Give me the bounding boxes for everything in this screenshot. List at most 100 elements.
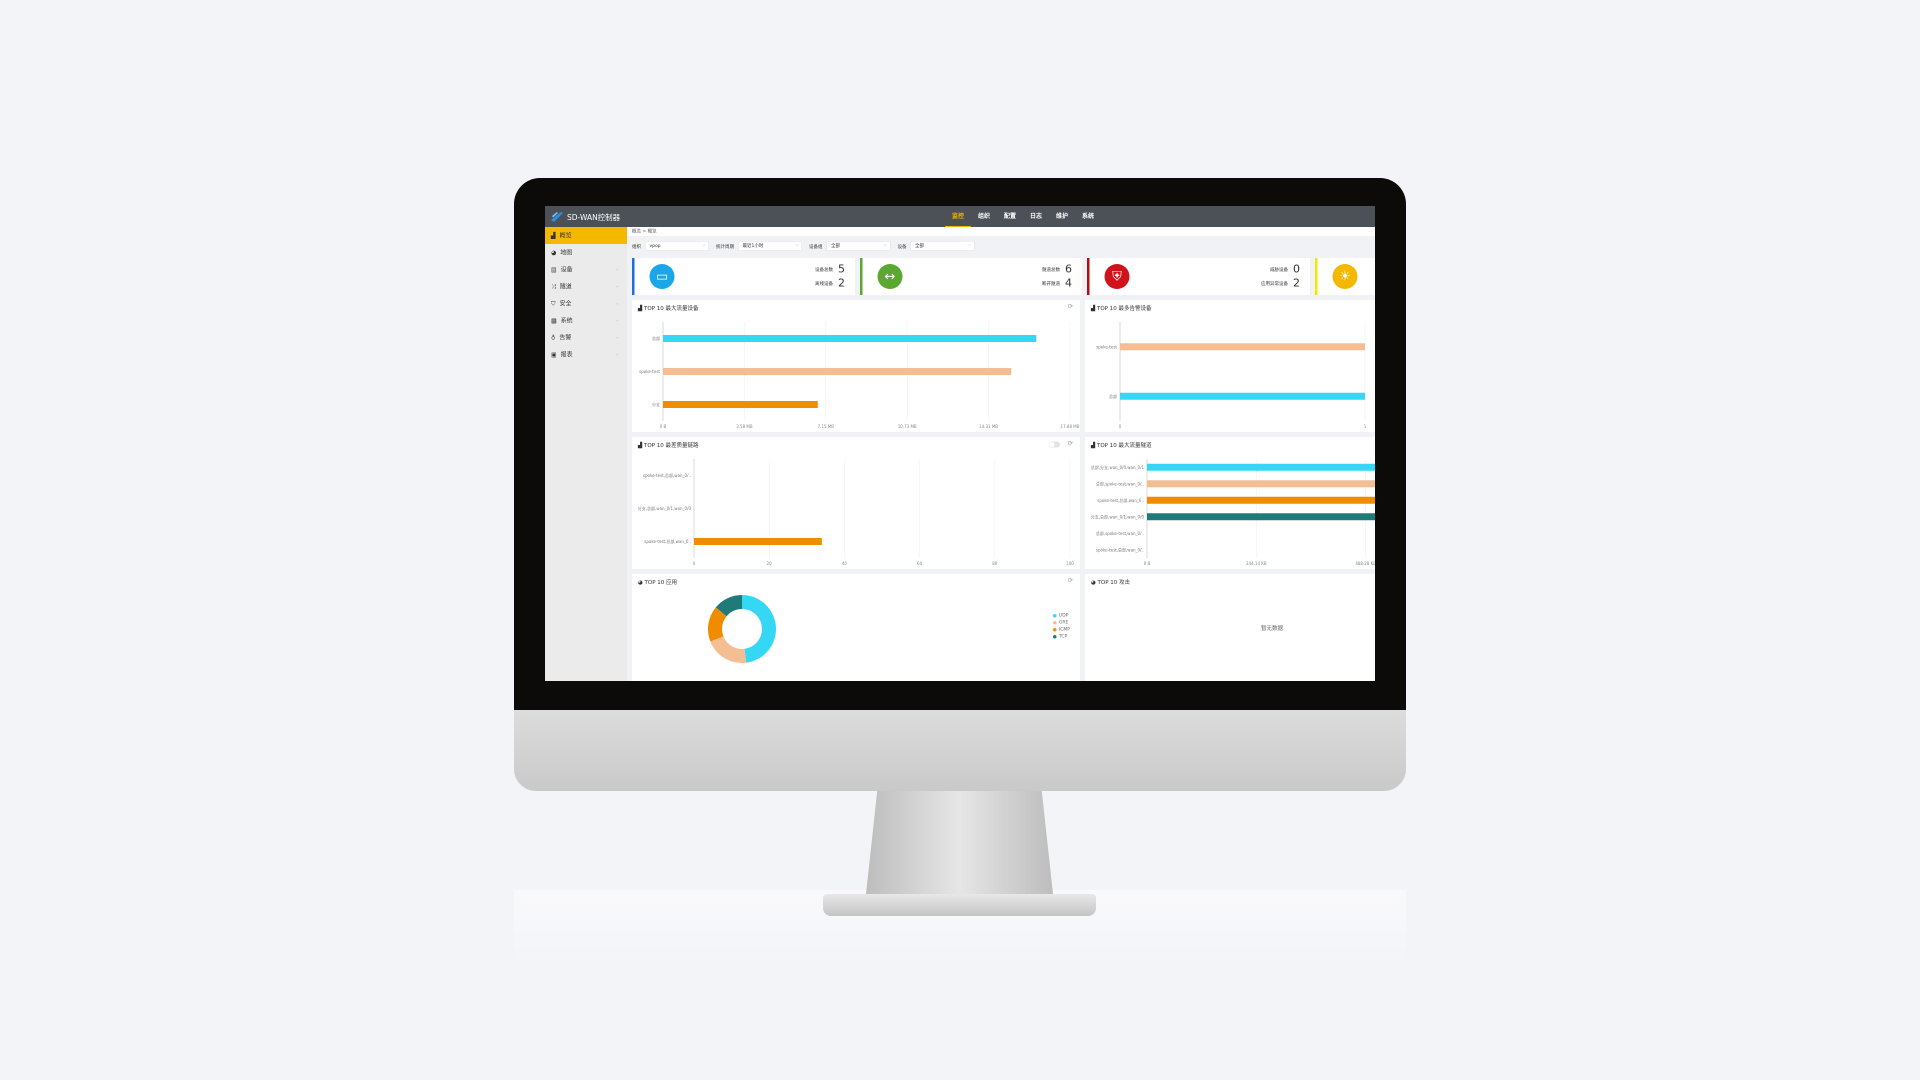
legend-label: ICMP [1058, 627, 1070, 632]
panel-top-applications: ◕ TOP 10 应用 ⟳ UDP GRE ICMP TCP [632, 574, 1080, 681]
chart-top-alarm-devices: 0 1 spoke-test 总部 [1085, 314, 1375, 432]
shuffle-icon: ⤨ [551, 283, 556, 290]
logo-icon [551, 212, 563, 222]
nav-system[interactable]: 系统 [1082, 212, 1095, 220]
refresh-icon[interactable]: ⟳ [1067, 303, 1073, 311]
x-tick-label: 40 [842, 561, 848, 566]
monitor-icon: ▣ [551, 351, 557, 358]
device-summary-card: ▭ 设备总数 5 离线设备 2 [632, 258, 855, 295]
pie-chart-icon: ◕ [638, 579, 645, 586]
panel-title: ▟ TOP 10 最差质量链路 [638, 441, 698, 449]
stat-label: 应用异常设备 [1260, 281, 1288, 287]
monitor-stand [866, 791, 1053, 894]
panel-top-traffic-devices: ▟ TOP 10 最大流量设备 ⟳ 0 B 3.58 MB 7.15 MB 10.73… [632, 300, 1080, 432]
legend-item[interactable]: GRE [1052, 619, 1070, 626]
stat-label: 设备总数 [814, 267, 833, 273]
legend-item[interactable]: ICMP [1052, 626, 1070, 633]
chevron-down-icon: ⌵ [615, 318, 619, 323]
toggle-switch[interactable] [1049, 441, 1060, 448]
monitor-chin [514, 710, 1406, 791]
sidebar-item-system[interactable]: ▦ 系统 ⌵ [545, 312, 627, 329]
panel-title-text: TOP 10 最大流量隧道 [1096, 442, 1152, 449]
breadcrumb-item[interactable]: 概览 [632, 229, 642, 234]
legend-label: UDP [1058, 613, 1069, 618]
sidebar-item-report[interactable]: ▣ 报表 ⌵ [545, 346, 627, 363]
refresh-icon[interactable]: ⟳ [1067, 440, 1073, 448]
sidebar-item-tunnel[interactable]: ⤨ 隧道 ⌵ [545, 278, 627, 295]
panel-title-text: TOP 10 最差质量链路 [643, 442, 699, 449]
chart-svg: 0 20 40 60 80 100 spoke-test,总部,wan_0/.. 分支,总部,… [638, 459, 1074, 566]
y-tick-label: 分支,总部,wan_0/1,wan_0/0 [638, 505, 692, 511]
legend-swatch [1052, 627, 1057, 632]
chart-top-traffic-devices: 0 B 3.58 MB 7.15 MB 10.73 MB 14.31 MB 17.88 M… [632, 314, 1080, 432]
pie-slice [710, 636, 747, 663]
panel-title-text: TOP 10 攻击 [1097, 579, 1131, 586]
top-nav: 监控 组织 配置 日志 维护 系统 [945, 206, 1101, 227]
panel-title-text: TOP 10 最大流量设备 [643, 305, 699, 312]
stat-value: 5 [838, 263, 845, 276]
panel-title: ▟ TOP 10 最多告警设备 [1091, 304, 1151, 312]
x-tick-label: 80 [992, 561, 998, 566]
x-tick-label: 0 B [660, 424, 667, 429]
legend-swatch [1052, 634, 1057, 639]
chart-svg: 0 1 spoke-test 总部 [1096, 322, 1367, 429]
breadcrumb: 概览 > 概览 [627, 227, 1375, 236]
y-tick-label: 总部,spoke-test,wan_0/.. [1096, 530, 1144, 536]
device-group-select[interactable]: 全部 [826, 241, 891, 251]
nav-log[interactable]: 日志 [1030, 212, 1043, 220]
chevron-down-icon: ⌵ [615, 335, 619, 340]
period-select[interactable]: 最近1小时 [738, 241, 803, 251]
legend-swatch [1052, 613, 1057, 618]
sidebar-item-device[interactable]: ▤ 设备 ⌵ [545, 261, 627, 278]
lightbulb-icon: ☀ [1332, 264, 1358, 289]
legend-item[interactable]: TCP [1052, 633, 1070, 640]
legend-label: GRE [1058, 620, 1069, 625]
shield-icon: ⛨ [1104, 264, 1130, 289]
bar-chart-icon: ▟ [1091, 442, 1097, 449]
sidebar-item-alarm[interactable]: ♁ 告警 ⌵ [545, 329, 627, 346]
filter-label: 设备 [897, 244, 907, 250]
nav-maintenance[interactable]: 维护 [1056, 212, 1069, 220]
sidebar-item-security[interactable]: ⛉ 安全 ⌵ [545, 295, 627, 312]
y-tick-label: spoke-test,总部,wan_0/.. [643, 472, 691, 478]
stat-value: 2 [838, 277, 845, 290]
stat-label: 离线设备 [814, 281, 833, 287]
sidebar-item-map[interactable]: ◕ 地图 [545, 244, 627, 261]
filter-label: 设备组 [809, 244, 823, 250]
y-tick-label: 分支,总部,wan_0/1,wan_0/0 [1091, 513, 1145, 519]
stat-label: 断开隧道 [1041, 281, 1060, 287]
area-chart-icon: ▟ [551, 232, 556, 239]
nav-monitor[interactable]: 监控 [945, 206, 972, 227]
y-tick-label: 总部,分支,wan_0/0,wan_0/1 [1091, 464, 1145, 470]
filter-label: 组织 [632, 244, 642, 250]
refresh-icon[interactable]: ⟳ [1067, 577, 1073, 585]
legend-item[interactable]: UDP [1052, 612, 1070, 619]
panel-title-text: TOP 10 应用 [644, 579, 678, 586]
device-select[interactable]: 全部 [910, 241, 975, 251]
x-tick-label: 10.73 MB [898, 424, 917, 429]
sidebar: ▟ 概览 ◕ 地图 ▤ 设备 ⌵ ⤨ 隧道 ⌵ ⛉ 安全 ⌵ ▦ 系统 ⌵ ♁ 告警 ⌵ ▣ 报表 ⌵ [545, 227, 627, 681]
nav-config[interactable]: 配置 [1004, 212, 1017, 220]
tunnel-summary-card: ↔ 隧道总数 6 断开隧道 4 [860, 258, 1082, 295]
panel-title-text: TOP 10 最多告警设备 [1096, 305, 1152, 312]
nav-organization[interactable]: 组织 [978, 212, 991, 220]
chevron-down-icon: ⌵ [615, 284, 619, 289]
x-tick-label: 0 [693, 561, 696, 566]
stat-label: 隧道总数 [1041, 267, 1060, 273]
chart-legend: UDP GRE ICMP TCP [1052, 612, 1070, 640]
monitor-base [823, 894, 1096, 916]
org-select[interactable]: vpop [645, 241, 710, 251]
panel-title: ▟ TOP 10 最大流量隧道 [1091, 441, 1151, 449]
x-tick-label: 20 [767, 561, 773, 566]
breadcrumb-item: 概览 [647, 229, 657, 234]
x-tick-label: 1 [1364, 424, 1367, 429]
panel-worst-quality-links: ▟ TOP 10 最差质量链路 ⟳ 0 20 40 60 80 100 spoke-test… [632, 437, 1080, 569]
sidebar-item-overview[interactable]: ▟ 概览 [545, 227, 627, 244]
stat-value: 0 [1293, 263, 1300, 276]
x-tick-label: 0 [1119, 424, 1122, 429]
stat-label: 威胁设备 [1269, 267, 1288, 273]
